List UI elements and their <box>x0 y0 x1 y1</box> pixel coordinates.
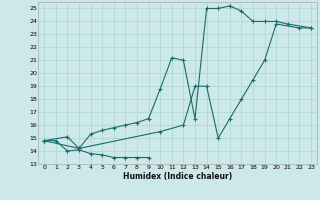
X-axis label: Humidex (Indice chaleur): Humidex (Indice chaleur) <box>123 172 232 181</box>
